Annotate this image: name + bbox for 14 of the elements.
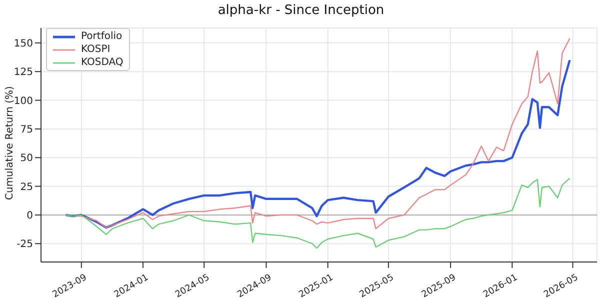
y-tick-label: 25 <box>20 182 33 193</box>
chart-title: alpha-kr - Since Inception <box>216 2 386 20</box>
y-axis-title: Cumulative Return (%) <box>4 86 16 200</box>
legend-label: KOSDAQ <box>81 56 124 69</box>
y-tick-label: 150 <box>14 38 33 50</box>
line-series <box>65 178 570 249</box>
y-tick-label: 50 <box>20 153 33 164</box>
y-tick-label: 100 <box>14 96 33 107</box>
y-tick-label: 75 <box>20 124 33 136</box>
y-tick-label: 125 <box>14 67 33 78</box>
legend-label: KOSPI <box>81 43 110 56</box>
y-tick-label: 0 <box>26 210 33 222</box>
y-tick-label: -25 <box>16 239 33 250</box>
legend-label: Portfolio <box>81 30 122 43</box>
